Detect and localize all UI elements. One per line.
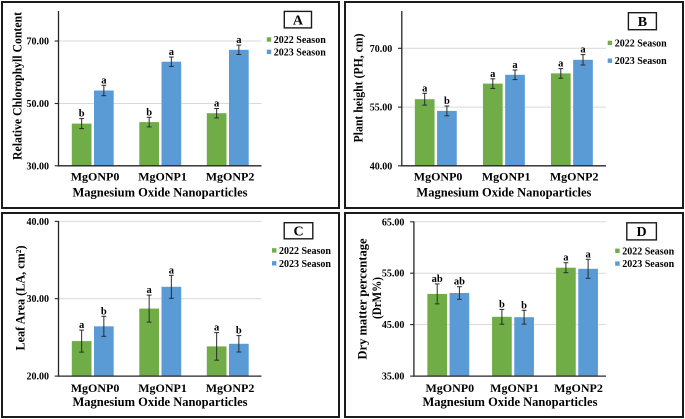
svg-text:MgONP2: MgONP2 [206, 381, 255, 395]
svg-text:b: b [146, 107, 152, 118]
svg-text:70.00: 70.00 [370, 44, 393, 55]
svg-text:2022 Season: 2022 Season [274, 35, 326, 46]
svg-text:30.00: 30.00 [27, 294, 50, 305]
svg-text:2022 Season: 2022 Season [279, 245, 331, 256]
svg-text:a: a [101, 75, 107, 86]
svg-text:b: b [444, 96, 450, 107]
svg-text:Plant height (PH, cm): Plant height (PH, cm) [351, 34, 365, 143]
svg-text:MgONP1: MgONP1 [490, 381, 539, 395]
svg-text:35.00: 35.00 [382, 371, 405, 382]
svg-text:b: b [236, 325, 242, 336]
svg-text:30.00: 30.00 [27, 161, 50, 172]
svg-text:a: a [558, 59, 564, 70]
svg-text:a: a [512, 60, 518, 71]
svg-text:50.00: 50.00 [27, 99, 50, 110]
svg-text:a: a [214, 322, 220, 333]
svg-text:20.00: 20.00 [27, 371, 50, 382]
svg-text:MgONP2: MgONP2 [550, 170, 599, 184]
svg-text:55.00: 55.00 [370, 103, 393, 114]
svg-text:(DrM%): (DrM%) [370, 277, 384, 319]
svg-text:55.00: 55.00 [382, 268, 405, 279]
svg-text:65.00: 65.00 [382, 217, 405, 228]
svg-text:2022 Season: 2022 Season [622, 246, 674, 257]
svg-text:2023 Season: 2023 Season [274, 47, 326, 58]
svg-text:a: a [422, 83, 428, 94]
svg-text:2023 Season: 2023 Season [279, 258, 331, 269]
svg-text:Dry matter percentage: Dry matter percentage [355, 238, 369, 359]
svg-text:Magnesium Oxide Nanoparticles: Magnesium Oxide Nanoparticles [416, 186, 591, 200]
svg-text:a: a [214, 99, 220, 110]
svg-text:MgONP0: MgONP0 [414, 170, 463, 184]
svg-text:2023 Season: 2023 Season [615, 56, 667, 67]
svg-text:C: C [293, 224, 303, 239]
svg-text:a: a [147, 285, 153, 296]
svg-text:45.00: 45.00 [382, 320, 405, 331]
svg-text:D: D [637, 225, 647, 240]
svg-text:2022 Season: 2022 Season [615, 38, 667, 49]
svg-text:MgONP0: MgONP0 [425, 381, 474, 395]
svg-text:a: a [79, 320, 85, 331]
svg-text:b: b [79, 109, 85, 120]
svg-text:2023 Season: 2023 Season [622, 259, 674, 270]
svg-text:MgONP0: MgONP0 [71, 381, 120, 395]
svg-text:MgONP1: MgONP1 [138, 381, 187, 395]
svg-text:MgONP1: MgONP1 [138, 170, 187, 184]
svg-text:Relative Chlorophyll Content: Relative Chlorophyll Content [11, 11, 25, 160]
svg-text:a: a [580, 45, 586, 56]
svg-text:a: a [169, 265, 175, 276]
svg-text:40.00: 40.00 [27, 216, 50, 227]
svg-text:a: a [490, 69, 496, 80]
svg-text:a: a [585, 249, 591, 260]
svg-text:40.00: 40.00 [370, 161, 393, 172]
svg-text:MgONP1: MgONP1 [482, 170, 531, 184]
svg-text:MgONP2: MgONP2 [554, 381, 603, 395]
svg-text:a: a [169, 47, 175, 58]
svg-text:b: b [521, 300, 527, 311]
svg-text:A: A [293, 13, 304, 28]
svg-text:MgONP0: MgONP0 [71, 170, 120, 184]
svg-text:b: b [499, 299, 505, 310]
svg-text:70.00: 70.00 [27, 37, 50, 48]
svg-text:Leaf Area (LA, cm²): Leaf Area (LA, cm²) [13, 245, 27, 350]
svg-text:MgONP2: MgONP2 [206, 170, 255, 184]
svg-text:b: b [101, 306, 107, 317]
svg-text:ab: ab [454, 276, 465, 287]
svg-text:a: a [563, 252, 569, 263]
svg-text:a: a [236, 35, 242, 46]
svg-text:Magnesium Oxide Nanoparticles: Magnesium Oxide Nanoparticles [422, 395, 597, 409]
svg-text:ab: ab [432, 273, 443, 284]
svg-text:Magnesium Oxide Nanoparticles: Magnesium Oxide Nanoparticles [73, 395, 248, 409]
svg-text:B: B [638, 15, 647, 30]
svg-text:Magnesium Oxide Nanoparticles: Magnesium Oxide Nanoparticles [73, 186, 248, 200]
